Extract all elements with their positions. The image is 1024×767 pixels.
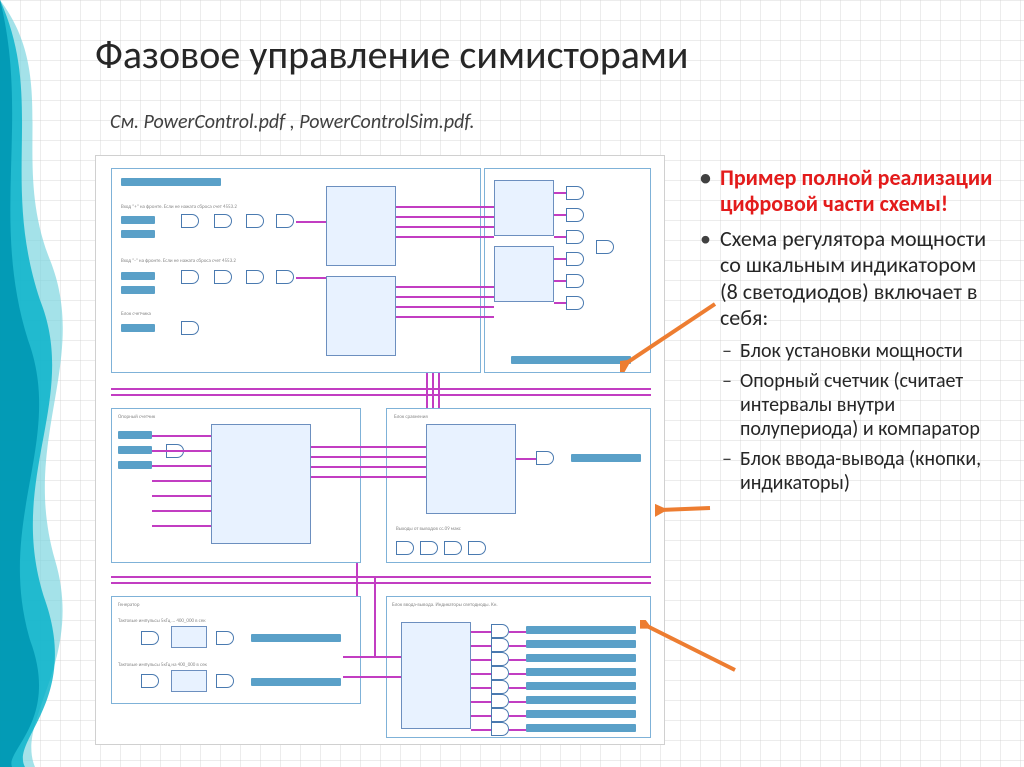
bullet-list: Пример полной реализации цифровой части … xyxy=(700,165,994,501)
bullet-example-full: Пример полной реализации цифровой части … xyxy=(700,165,994,218)
schematic-diagram: Вход "+" на фронте. Если не нажата сброс… xyxy=(95,155,665,745)
bullet-io-block: Блок ввода-вывода (кнопки, индикаторы) xyxy=(700,447,994,495)
bullet-counter-comparator: Опорный счетчик (считает интервалы внутр… xyxy=(700,369,994,441)
bullet-scheme-includes: Схема регулятора мощности со шкальным ин… xyxy=(700,226,994,332)
arrow-middle xyxy=(655,500,715,520)
slide-title: Фазовое управление симисторами xyxy=(95,30,689,79)
arrow-top xyxy=(620,302,720,372)
slide-subtitle: См. PowerControl.pdf , PowerControlSim.p… xyxy=(110,110,475,134)
bullet-block-power: Блок установки мощности xyxy=(700,339,994,363)
arrow-bottom xyxy=(640,620,740,680)
